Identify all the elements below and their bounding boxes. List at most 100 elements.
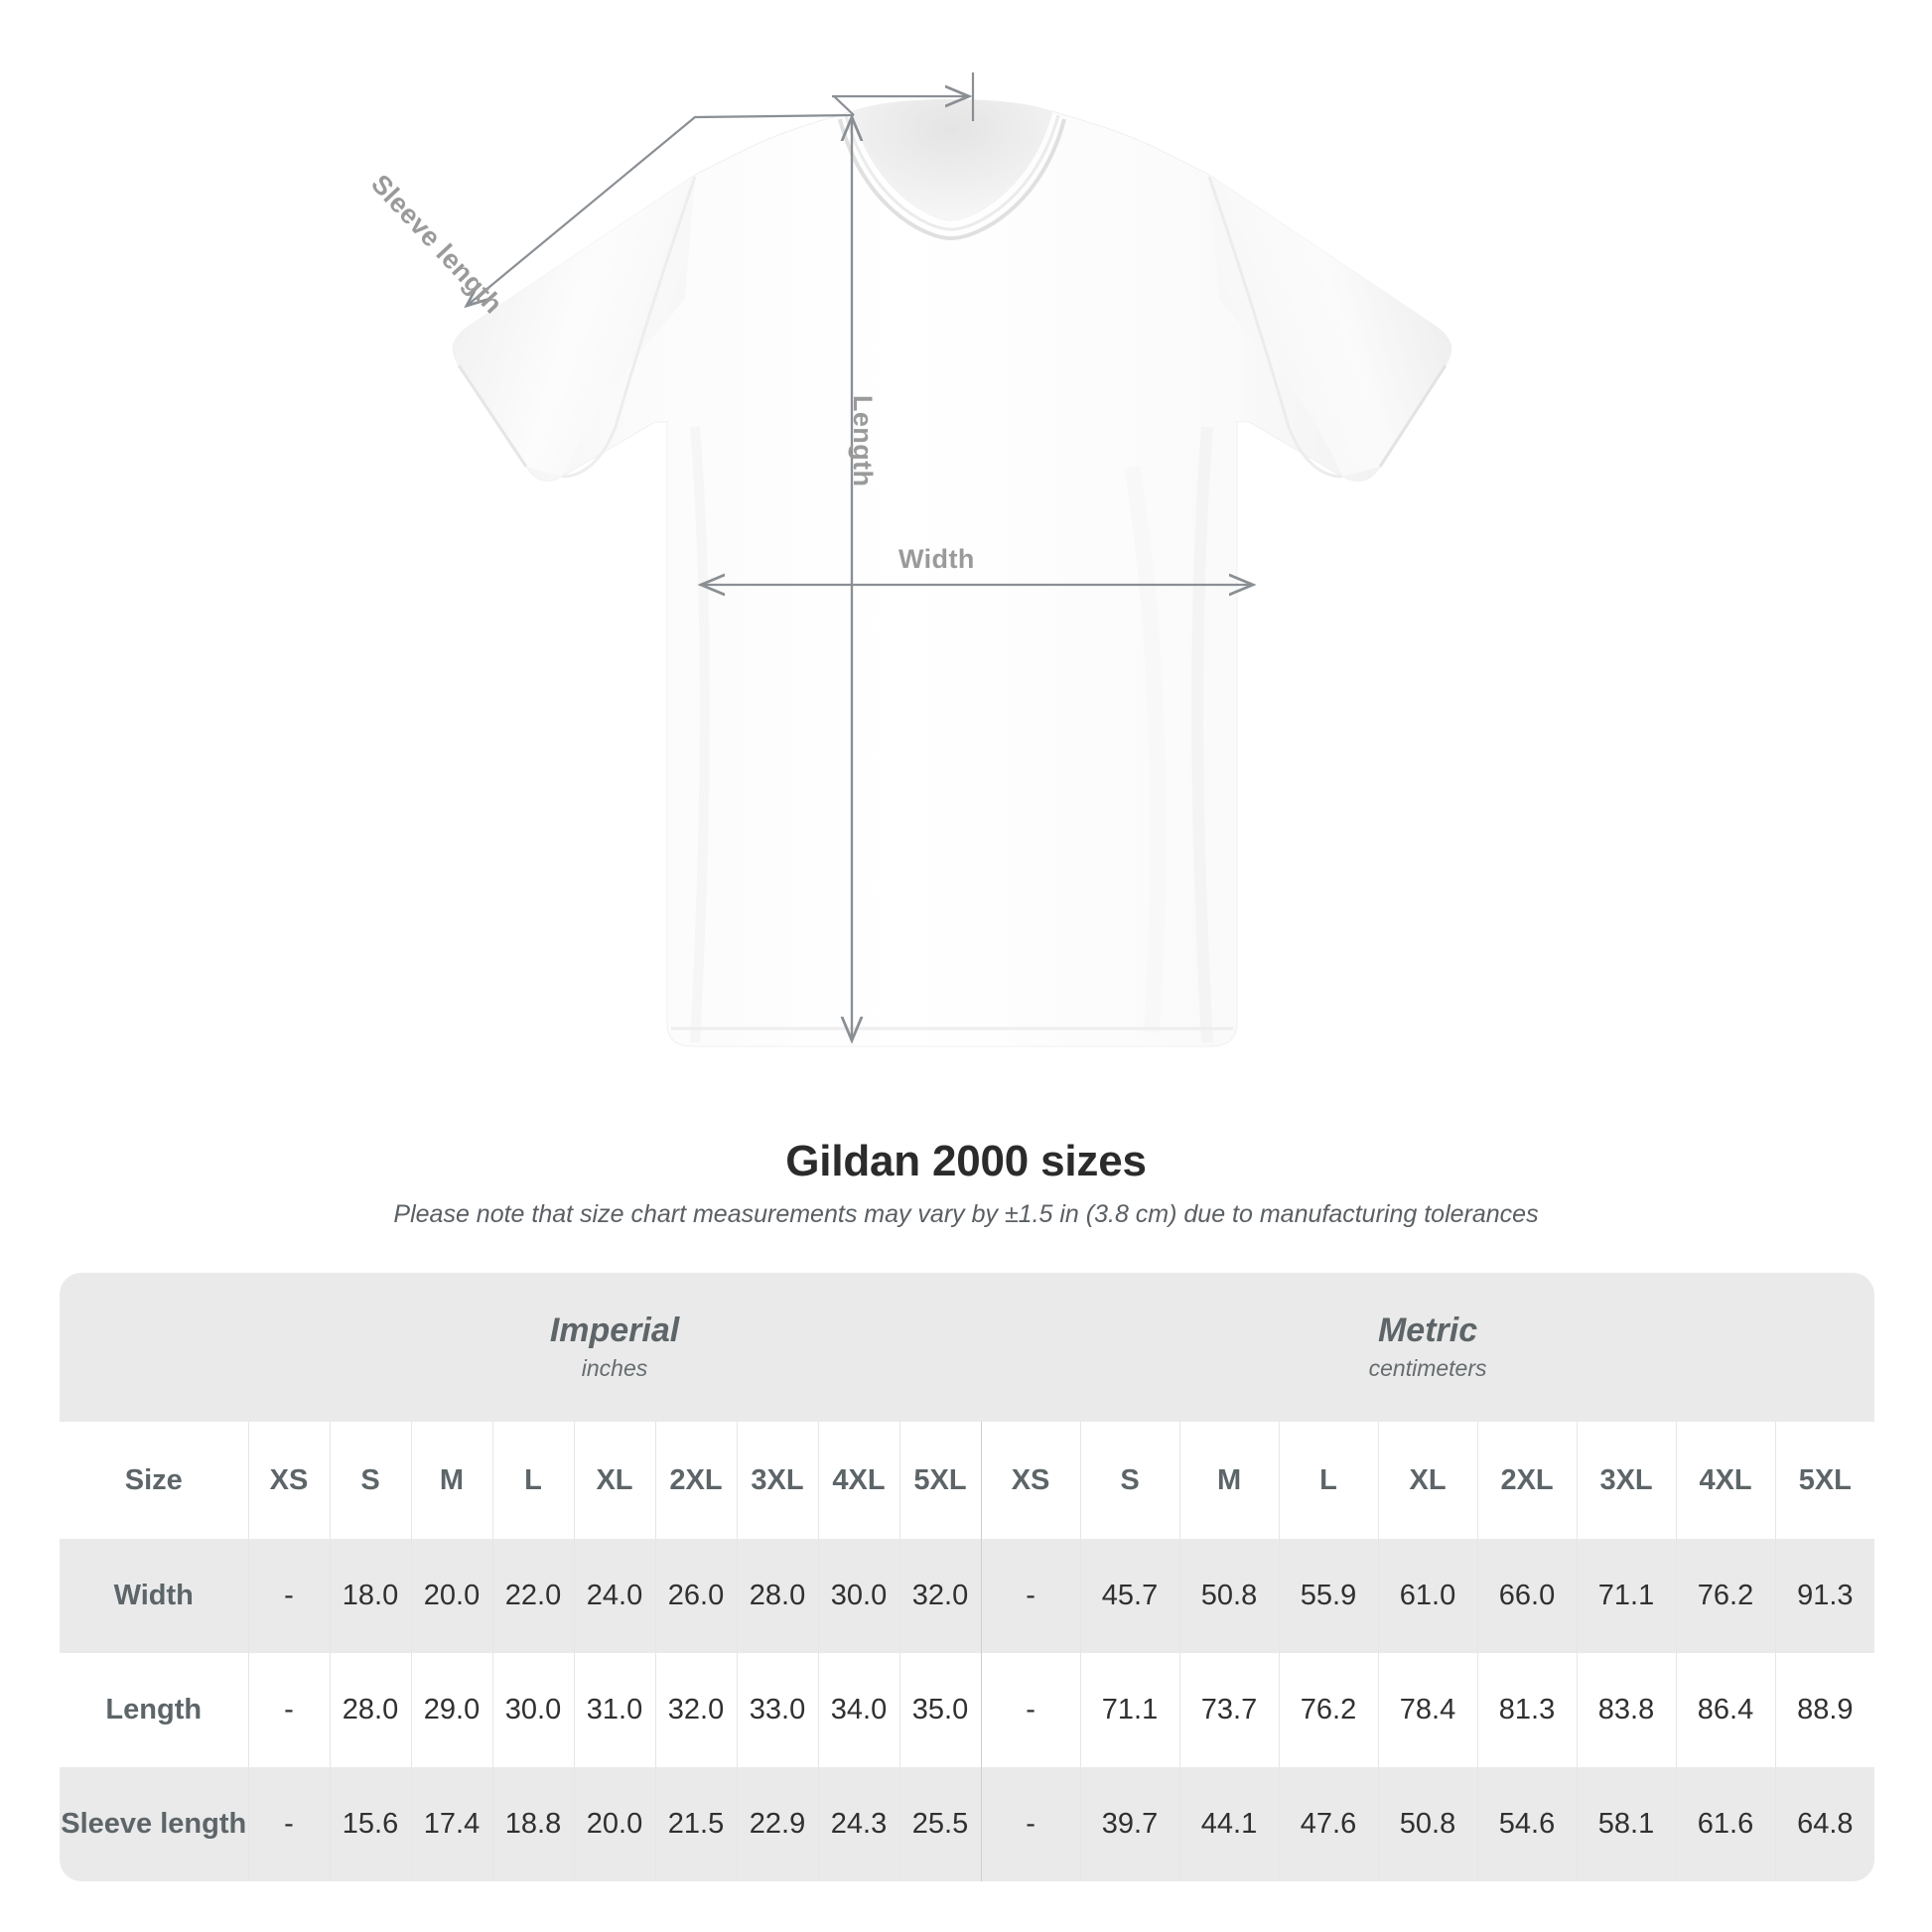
- cell-width-met-s: 45.7: [1079, 1539, 1180, 1653]
- col-header-met-s: S: [1079, 1422, 1180, 1539]
- cell-sleeve-met-5xl: 64.8: [1774, 1767, 1875, 1881]
- cell-sleeve-met-s: 39.7: [1079, 1767, 1180, 1881]
- col-header-imp-2xl: 2XL: [654, 1422, 737, 1539]
- unit-banner-row: Imperial inches Metric centimeters: [60, 1273, 1875, 1422]
- cell-length-imp-4xl: 34.0: [817, 1653, 899, 1767]
- cell-width-met-m: 50.8: [1178, 1539, 1280, 1653]
- cell-length-met-2xl: 81.3: [1476, 1653, 1578, 1767]
- table-row: Length - 28.0 29.0 30.0 31.0 32.0 33.0 3…: [60, 1653, 1875, 1767]
- cell-length-met-xl: 78.4: [1377, 1653, 1478, 1767]
- cell-width-met-3xl: 71.1: [1576, 1539, 1677, 1653]
- cell-length-imp-xl: 31.0: [573, 1653, 655, 1767]
- cell-width-met-xs: -: [980, 1539, 1081, 1653]
- cell-length-imp-s: 28.0: [329, 1653, 411, 1767]
- tolerance-note: Please note that size chart measurements…: [393, 1200, 1539, 1228]
- tshirt-illustration-panel: Sleeve length Length Width: [365, 72, 1452, 1047]
- cell-sleeve-met-2xl: 54.6: [1476, 1767, 1578, 1881]
- cell-width-imp-5xl: 32.0: [898, 1539, 982, 1653]
- metric-unit: centimeters: [1368, 1355, 1487, 1381]
- cell-sleeve-imp-4xl: 24.3: [817, 1767, 899, 1881]
- imperial-banner: Imperial inches: [248, 1273, 982, 1422]
- col-header-imp-xl: XL: [573, 1422, 655, 1539]
- cell-sleeve-met-3xl: 58.1: [1576, 1767, 1677, 1881]
- col-header-imp-m: M: [410, 1422, 492, 1539]
- cell-length-met-l: 76.2: [1278, 1653, 1379, 1767]
- row-label-sleeve-length: Sleeve length: [60, 1767, 248, 1881]
- cell-sleeve-met-xs: -: [980, 1767, 1081, 1881]
- col-header-met-l: L: [1278, 1422, 1379, 1539]
- table-row: Sleeve length - 15.6 17.4 18.8 20.0 21.5…: [60, 1767, 1875, 1881]
- cell-length-imp-m: 29.0: [410, 1653, 492, 1767]
- cell-sleeve-met-l: 47.6: [1278, 1767, 1379, 1881]
- length-annotation-label: Length: [848, 395, 878, 487]
- cell-sleeve-imp-s: 15.6: [329, 1767, 411, 1881]
- cell-length-met-4xl: 86.4: [1675, 1653, 1776, 1767]
- cell-sleeve-met-xl: 50.8: [1377, 1767, 1478, 1881]
- col-header-imp-xs: XS: [247, 1422, 330, 1539]
- cell-sleeve-imp-3xl: 22.9: [736, 1767, 818, 1881]
- cell-width-imp-l: 22.0: [491, 1539, 574, 1653]
- col-header-met-3xl: 3XL: [1576, 1422, 1677, 1539]
- cell-width-imp-s: 18.0: [329, 1539, 411, 1653]
- width-annotation-label: Width: [898, 544, 975, 574]
- cell-length-imp-xs: -: [247, 1653, 330, 1767]
- cell-length-imp-3xl: 33.0: [736, 1653, 818, 1767]
- col-header-met-xl: XL: [1377, 1422, 1478, 1539]
- imperial-label: Imperial: [549, 1311, 680, 1349]
- size-header-row: Size XS S M L XL 2XL 3XL 4XL 5XL XS S M …: [60, 1422, 1875, 1539]
- col-header-met-2xl: 2XL: [1476, 1422, 1578, 1539]
- cell-width-imp-3xl: 28.0: [736, 1539, 818, 1653]
- row-label-width: Width: [60, 1539, 248, 1653]
- cell-width-imp-2xl: 26.0: [654, 1539, 737, 1653]
- cell-length-met-5xl: 88.9: [1774, 1653, 1875, 1767]
- cell-length-met-3xl: 83.8: [1576, 1653, 1677, 1767]
- page-title: Gildan 2000 sizes: [785, 1137, 1147, 1185]
- imperial-unit: inches: [581, 1355, 648, 1381]
- cell-length-imp-5xl: 35.0: [898, 1653, 982, 1767]
- col-header-met-4xl: 4XL: [1675, 1422, 1776, 1539]
- tshirt-diagram: [452, 72, 1452, 1047]
- banner-spacer: [60, 1273, 248, 1422]
- col-header-imp-s: S: [329, 1422, 411, 1539]
- col-header-met-m: M: [1178, 1422, 1280, 1539]
- col-header-met-5xl: 5XL: [1774, 1422, 1875, 1539]
- cell-width-imp-4xl: 30.0: [817, 1539, 899, 1653]
- cell-width-met-2xl: 66.0: [1476, 1539, 1578, 1653]
- cell-sleeve-imp-l: 18.8: [491, 1767, 574, 1881]
- cell-length-met-xs: -: [980, 1653, 1081, 1767]
- cell-length-imp-2xl: 32.0: [654, 1653, 737, 1767]
- size-chart-table-wrap: Imperial inches Metric centimeters Size …: [60, 1273, 1875, 1881]
- size-chart-table: Imperial inches Metric centimeters Size …: [60, 1273, 1875, 1881]
- metric-label: Metric: [1377, 1311, 1478, 1349]
- cell-length-met-m: 73.7: [1178, 1653, 1280, 1767]
- cell-width-met-4xl: 76.2: [1675, 1539, 1776, 1653]
- cell-sleeve-met-m: 44.1: [1178, 1767, 1280, 1881]
- cell-sleeve-imp-xs: -: [247, 1767, 330, 1881]
- col-header-met-xs: XS: [980, 1422, 1081, 1539]
- cell-sleeve-imp-xl: 20.0: [573, 1767, 655, 1881]
- cell-length-imp-l: 30.0: [491, 1653, 574, 1767]
- cell-width-met-l: 55.9: [1278, 1539, 1379, 1653]
- cell-sleeve-imp-5xl: 25.5: [898, 1767, 982, 1881]
- cell-sleeve-imp-m: 17.4: [410, 1767, 492, 1881]
- chart-heading-block: Gildan 2000 sizes Please note that size …: [0, 1137, 1932, 1229]
- sleeve-length-arrow: [467, 113, 855, 306]
- col-header-imp-3xl: 3XL: [736, 1422, 818, 1539]
- cell-width-met-xl: 61.0: [1377, 1539, 1478, 1653]
- shoulder-leader-line: [832, 96, 969, 116]
- col-header-imp-4xl: 4XL: [817, 1422, 899, 1539]
- cell-width-imp-xl: 24.0: [573, 1539, 655, 1653]
- cell-width-imp-xs: -: [247, 1539, 330, 1653]
- cell-width-met-5xl: 91.3: [1774, 1539, 1875, 1653]
- col-header-imp-l: L: [491, 1422, 574, 1539]
- metric-banner: Metric centimeters: [981, 1273, 1875, 1422]
- cell-length-met-s: 71.1: [1079, 1653, 1180, 1767]
- measurement-lines: [467, 72, 1253, 1040]
- row-label-length: Length: [60, 1653, 248, 1767]
- cell-width-imp-m: 20.0: [410, 1539, 492, 1653]
- col-header-imp-5xl: 5XL: [898, 1422, 982, 1539]
- cell-sleeve-met-4xl: 61.6: [1675, 1767, 1776, 1881]
- table-row: Width - 18.0 20.0 22.0 24.0 26.0 28.0 30…: [60, 1539, 1875, 1653]
- size-header-label: Size: [60, 1422, 248, 1539]
- cell-sleeve-imp-2xl: 21.5: [654, 1767, 737, 1881]
